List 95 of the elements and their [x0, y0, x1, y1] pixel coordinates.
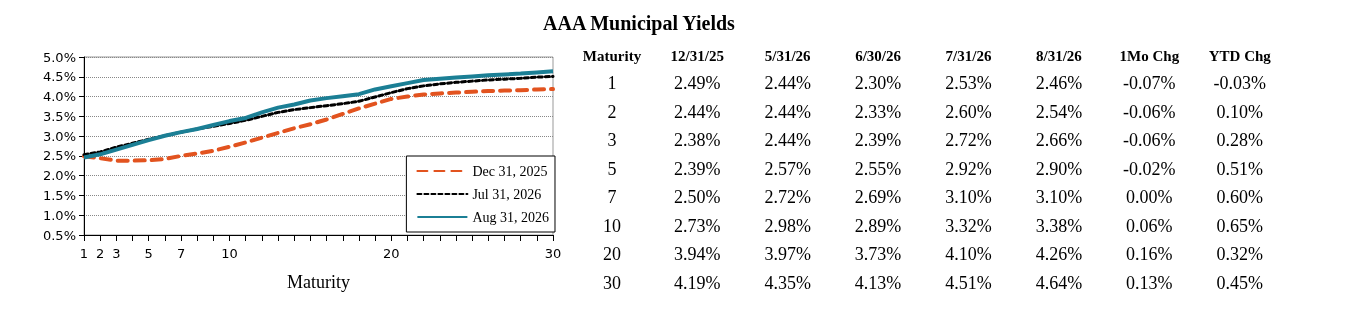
- data-label: 2.46%: [1035, 73, 1083, 94]
- y-tick-label: 3: [607, 130, 617, 151]
- data-label: -0.07%: [1123, 73, 1176, 94]
- data-label: 2.38%: [673, 130, 721, 151]
- data-label: 2.54%: [1035, 101, 1083, 122]
- data-label: 0.16%: [1126, 244, 1173, 265]
- y-tick-label: 2.5%: [42, 148, 76, 164]
- legend-label: Dec 31, 2025: [472, 163, 548, 179]
- data-label: 3.10%: [1035, 187, 1083, 208]
- x-tick-label: 8/31/26: [1036, 47, 1083, 64]
- y-tick-label: 7: [607, 187, 617, 208]
- x-tick-label: YTD Chg: [1208, 47, 1272, 64]
- data-label: 4.64%: [1035, 272, 1083, 293]
- data-label: 3.38%: [1035, 215, 1083, 236]
- data-label: 2.44%: [764, 101, 811, 122]
- y-tick-label: 2: [607, 101, 617, 122]
- y-tick-label: 0.5%: [42, 227, 76, 243]
- data-label: 3.10%: [945, 187, 992, 208]
- y-tick-label: 3.0%: [42, 128, 76, 144]
- data-label: 4.35%: [764, 272, 811, 293]
- data-label: 0.10%: [1216, 101, 1264, 122]
- data-label: 2.72%: [764, 187, 811, 208]
- x-tick-label: 12/31/25: [670, 47, 724, 64]
- x-tick-label: 1: [79, 246, 89, 261]
- x-tick-label: 6/30/26: [855, 47, 902, 64]
- y-tick-label: 1: [607, 73, 617, 94]
- data-label: 2.44%: [673, 101, 721, 122]
- y-tick-label: 1.0%: [42, 207, 76, 223]
- y-tick-label: 4.5%: [42, 69, 76, 85]
- data-label: -0.06%: [1123, 101, 1176, 122]
- data-label: 2.49%: [673, 73, 721, 94]
- data-label: 0.28%: [1216, 130, 1264, 151]
- x-tick-label: 5/31/26: [764, 47, 812, 64]
- data-label: 2.98%: [764, 215, 811, 236]
- data-label: -0.02%: [1123, 158, 1176, 179]
- data-label: 2.90%: [1035, 158, 1083, 179]
- data-label: 2.33%: [854, 101, 902, 122]
- x-tick-label: 30: [544, 246, 562, 261]
- y-tick-label: 4.0%: [42, 89, 76, 105]
- data-label: 0.06%: [1126, 215, 1173, 236]
- x-tick-label: 1Mo Chg: [1119, 47, 1180, 64]
- x-tick-label: 3: [112, 246, 121, 261]
- data-label: 2.44%: [764, 73, 811, 94]
- data-label: 0.45%: [1216, 272, 1264, 293]
- data-label: 2.39%: [854, 130, 902, 151]
- data-label: 0.60%: [1216, 187, 1264, 208]
- data-label: 2.44%: [764, 130, 811, 151]
- data-label: 2.72%: [945, 130, 992, 151]
- data-label: 2.57%: [764, 158, 811, 179]
- data-label: 2.55%: [854, 158, 902, 179]
- data-label: 2.39%: [673, 158, 721, 179]
- x-tick-label: 20: [383, 246, 400, 261]
- data-label: 2.89%: [854, 215, 902, 236]
- x-tick-label: 5: [144, 246, 153, 261]
- data-label: 4.13%: [854, 272, 902, 293]
- data-label: 4.10%: [945, 244, 992, 265]
- line-series: [82, 87, 555, 163]
- data-label: 4.26%: [1035, 244, 1083, 265]
- data-label: 3.97%: [764, 244, 811, 265]
- y-tick-label: 10: [603, 215, 621, 236]
- data-label: 2.30%: [854, 73, 902, 94]
- y-tick-label: 2.0%: [42, 168, 76, 184]
- y-tick-label: 5.0%: [42, 49, 76, 65]
- data-label: 0.13%: [1126, 272, 1173, 293]
- y-tick-label: 3.5%: [42, 108, 76, 124]
- legend-label: Jul 31, 2026: [472, 186, 542, 202]
- x-tick-label: 7/31/26: [945, 47, 992, 64]
- data-label: 4.19%: [673, 272, 721, 293]
- y-tick-label: 30: [603, 272, 621, 293]
- data-label: 3.94%: [673, 244, 721, 265]
- y-tick-label: 1.5%: [42, 187, 76, 203]
- data-label: 3.73%: [854, 244, 902, 265]
- data-label: 0.32%: [1216, 244, 1264, 265]
- data-label: 0.51%: [1216, 158, 1264, 179]
- x-tick-label: 2: [96, 246, 105, 261]
- data-label: 2.66%: [1035, 130, 1083, 151]
- y-axis-title: Maturity: [582, 47, 642, 64]
- y-tick-label: 5: [607, 158, 617, 179]
- chart-title: AAA Municipal Yields: [543, 12, 736, 35]
- data-label: 2.69%: [854, 187, 902, 208]
- x-tick-label: 10: [221, 246, 238, 261]
- legend-label: Aug 31, 2026: [472, 209, 550, 225]
- data-label: 2.53%: [945, 73, 992, 94]
- data-label: 0.65%: [1216, 215, 1264, 236]
- data-label: 2.73%: [673, 215, 721, 236]
- data-label: 4.51%: [945, 272, 992, 293]
- data-label: -0.03%: [1213, 73, 1267, 94]
- data-label: 3.32%: [945, 215, 992, 236]
- x-axis-title: Maturity: [287, 272, 350, 292]
- data-label: 2.60%: [945, 101, 992, 122]
- data-label: 2.92%: [945, 158, 992, 179]
- data-label: -0.06%: [1123, 130, 1176, 151]
- x-tick-label: 7: [176, 246, 186, 261]
- data-label: 0.00%: [1126, 187, 1173, 208]
- data-label: 2.50%: [673, 187, 721, 208]
